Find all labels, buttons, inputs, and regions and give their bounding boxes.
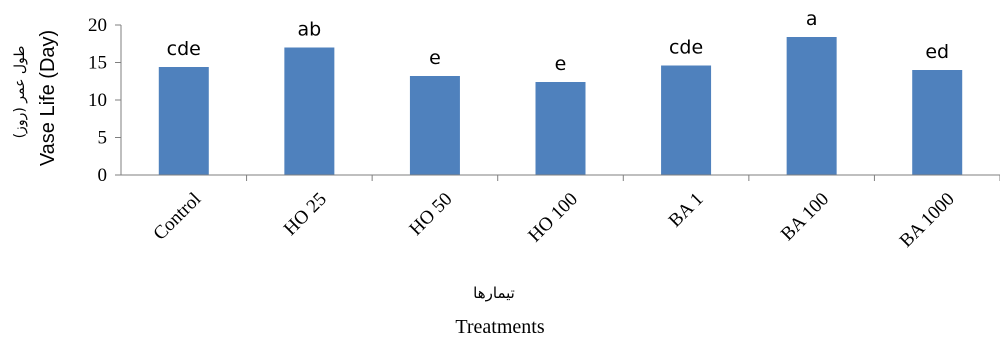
x-tick-label: Control [149, 189, 205, 245]
bars [158, 37, 963, 175]
bar [409, 76, 460, 175]
bar-significance-label: ed [925, 41, 949, 63]
y-axis-label: Vase Life (Day) [37, 30, 59, 166]
bar [912, 70, 963, 175]
bar [786, 37, 837, 175]
y-tick-label: 20 [88, 15, 107, 36]
bar-significance-label: cde [167, 38, 201, 60]
y-axis-label-persian: طول عمر (روز) [12, 46, 28, 139]
bar-significance-label: a [806, 8, 818, 30]
bar [535, 82, 586, 175]
x-tick-label: HO 100 [524, 189, 582, 247]
x-tick-label: BA 100 [777, 189, 833, 245]
x-axis-ticks: Control HO 25 HO 50 HO 100 BA 1 BA 100 BA 1000 [149, 175, 1000, 252]
bar [661, 65, 712, 175]
bar-significance-label: e [555, 53, 567, 75]
bar-significance-label: e [429, 47, 441, 69]
bar-labels: cde ab e e cde a ed [167, 8, 949, 75]
x-tick-label: BA 1000 [896, 189, 959, 252]
x-tick-label: HO 25 [280, 189, 331, 240]
y-tick-label: 0 [98, 165, 108, 186]
y-tick-label: 15 [88, 53, 107, 74]
x-tick-label: HO 50 [405, 189, 456, 240]
y-tick-label: 5 [98, 128, 108, 149]
bar-significance-label: cde [669, 37, 703, 59]
bar [158, 67, 209, 175]
y-tick-label: 10 [88, 90, 107, 111]
x-tick-label: BA 1 [665, 189, 708, 232]
bar-significance-label: ab [297, 19, 321, 41]
y-axis-ticks: 0 5 10 15 20 [88, 15, 121, 186]
x-axis-label: Treatments [455, 316, 544, 338]
x-axis-label-persian: تیمارها [473, 284, 515, 302]
bar [284, 47, 335, 175]
